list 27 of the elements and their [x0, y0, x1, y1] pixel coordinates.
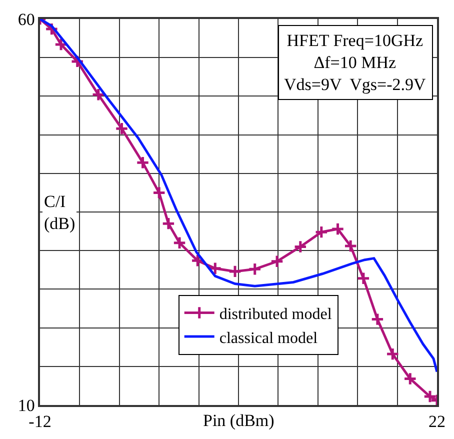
x-tick-label: -12	[28, 412, 52, 432]
point	[270, 254, 284, 268]
point	[136, 156, 150, 170]
point	[356, 272, 370, 286]
point	[330, 222, 345, 236]
point	[423, 390, 437, 404]
x-axis-title: Pin (dBm)	[203, 411, 274, 430]
y-tick-label: 60	[18, 10, 35, 29]
y-tick-label: 10	[18, 396, 35, 415]
annotation: HFET Freq=10GHz Δf=10 MHz Vds=9V Vgs=-2.9V	[284, 31, 427, 94]
point	[403, 372, 417, 386]
point	[228, 264, 242, 278]
point	[344, 239, 358, 253]
y-axis-title: C/I (dB)	[44, 192, 76, 234]
point	[208, 262, 222, 276]
point	[152, 186, 166, 200]
point	[386, 347, 400, 361]
legend-label: classical model	[219, 330, 318, 347]
point	[114, 122, 129, 136]
point	[172, 236, 186, 250]
point	[294, 240, 308, 254]
legend-label: distributed model	[219, 306, 332, 323]
point	[162, 216, 176, 230]
point	[248, 262, 262, 276]
point	[314, 225, 328, 239]
x-tick-label: 22	[428, 412, 446, 432]
point	[370, 312, 384, 326]
